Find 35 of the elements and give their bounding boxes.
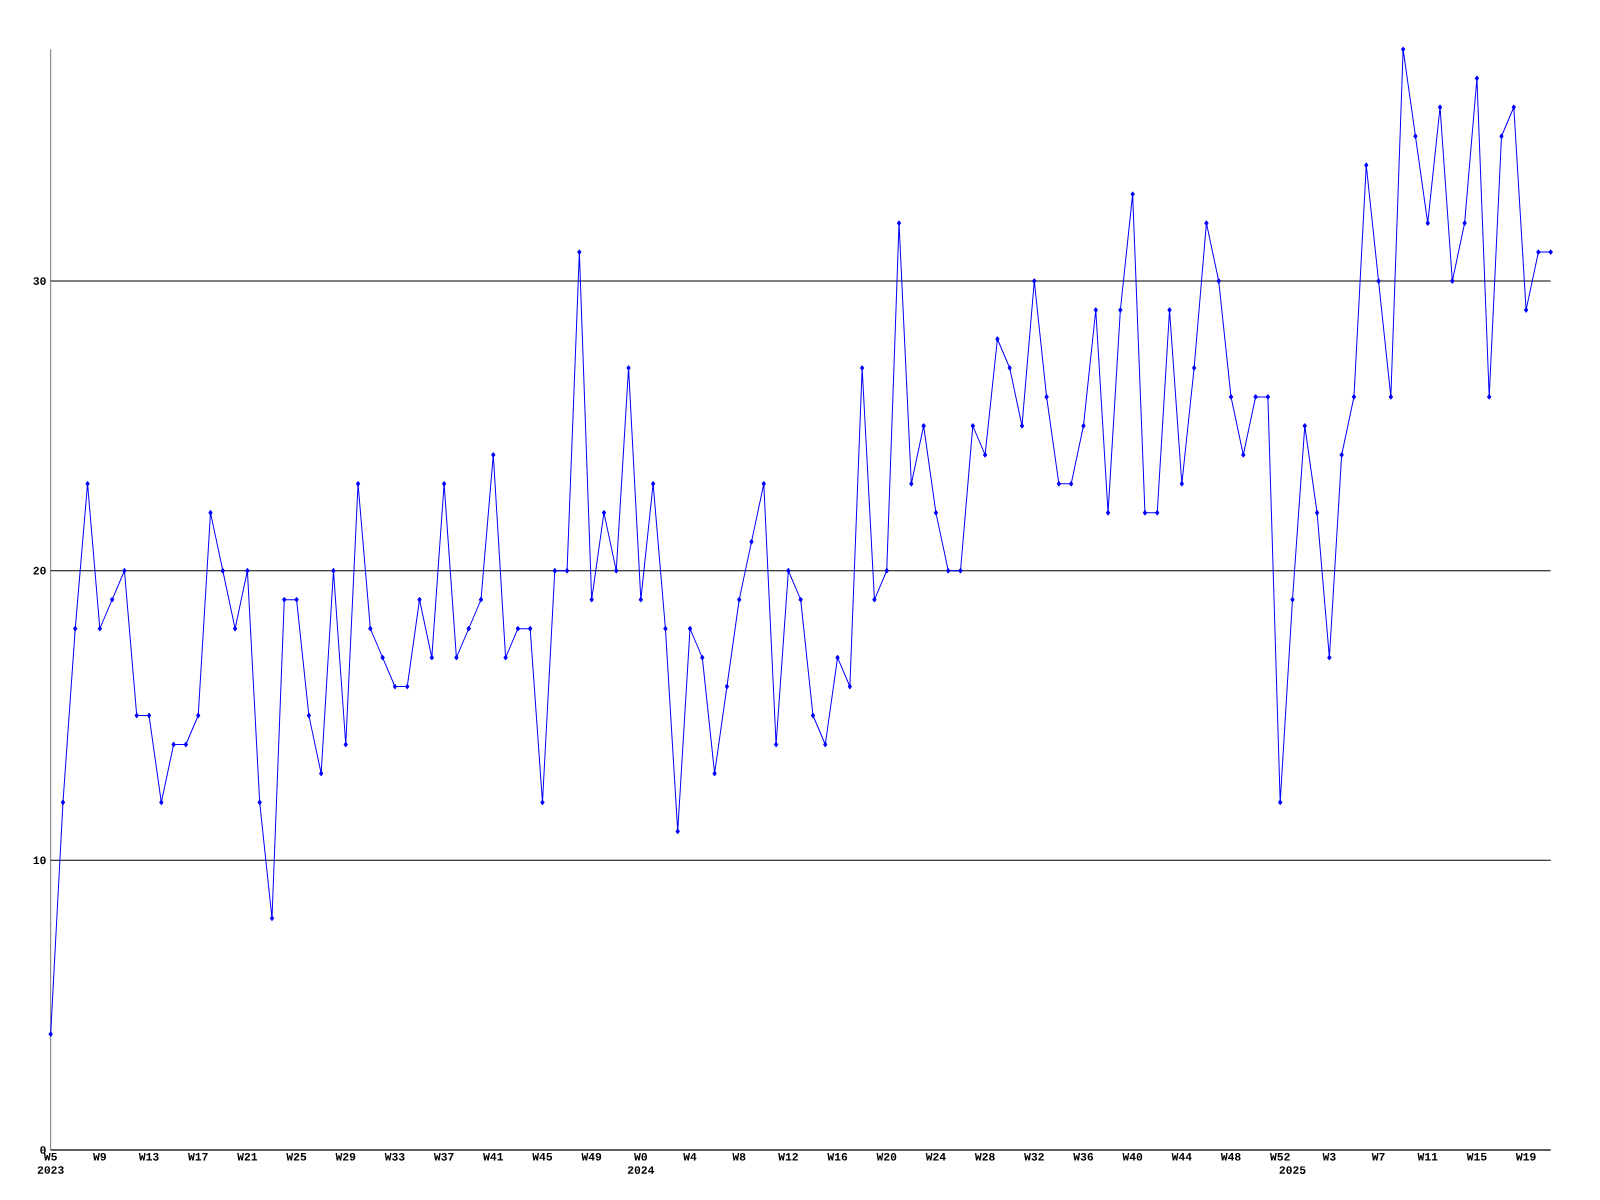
y-tick-label: 30 <box>33 277 46 285</box>
x-tick-label: W11 <box>1417 1152 1438 1161</box>
x-tick-label: W45 <box>532 1152 553 1161</box>
x-tick-label: W32 <box>1024 1152 1044 1161</box>
x-tick-label: W20 <box>876 1152 897 1161</box>
x-tick-label: W7 <box>1371 1152 1385 1161</box>
x-tick-label: W28 <box>974 1152 995 1161</box>
x-tick-label: W3 <box>1322 1152 1336 1161</box>
x-tick-label: W36 <box>1073 1152 1094 1161</box>
x-tick-label: W25 <box>286 1152 307 1161</box>
x-tick-label: 2025 <box>1279 1166 1306 1174</box>
x-tick-label: W49 <box>581 1152 602 1161</box>
x-tick-label: W24 <box>925 1152 946 1161</box>
x-tick-label: W0 2024 <box>627 1152 655 1174</box>
x-tick-label: W19 <box>1515 1152 1536 1161</box>
x-tick-label: W12 <box>778 1152 798 1161</box>
y-tick-label: 0 <box>40 1146 46 1154</box>
x-tick-label: W29 <box>335 1152 356 1161</box>
x-tick-label: W17 <box>188 1152 208 1161</box>
x-tick-label: W16 <box>827 1152 848 1161</box>
x-tick-label: W9 <box>93 1152 106 1161</box>
x-tick-label: W15 <box>1466 1152 1487 1161</box>
x-tick-label: W52 <box>1269 1152 1290 1161</box>
x-tick-label: W44 <box>1171 1152 1192 1161</box>
x-tick-label: W40 <box>1122 1152 1143 1161</box>
x-tick-label: W8 <box>732 1152 746 1161</box>
x-tick-label: W33 <box>384 1152 405 1161</box>
x-tick-label: W48 <box>1220 1152 1241 1161</box>
y-tick-label: 20 <box>33 566 46 575</box>
y-tick-label: 10 <box>33 856 46 865</box>
x-tick-label: W41 <box>483 1152 504 1161</box>
x-tick-label: W4 <box>683 1152 697 1161</box>
x-tick-label: W21 <box>237 1152 258 1161</box>
x-tick-label: W37 <box>433 1152 454 1161</box>
x-tick-label: W13 <box>138 1152 159 1161</box>
